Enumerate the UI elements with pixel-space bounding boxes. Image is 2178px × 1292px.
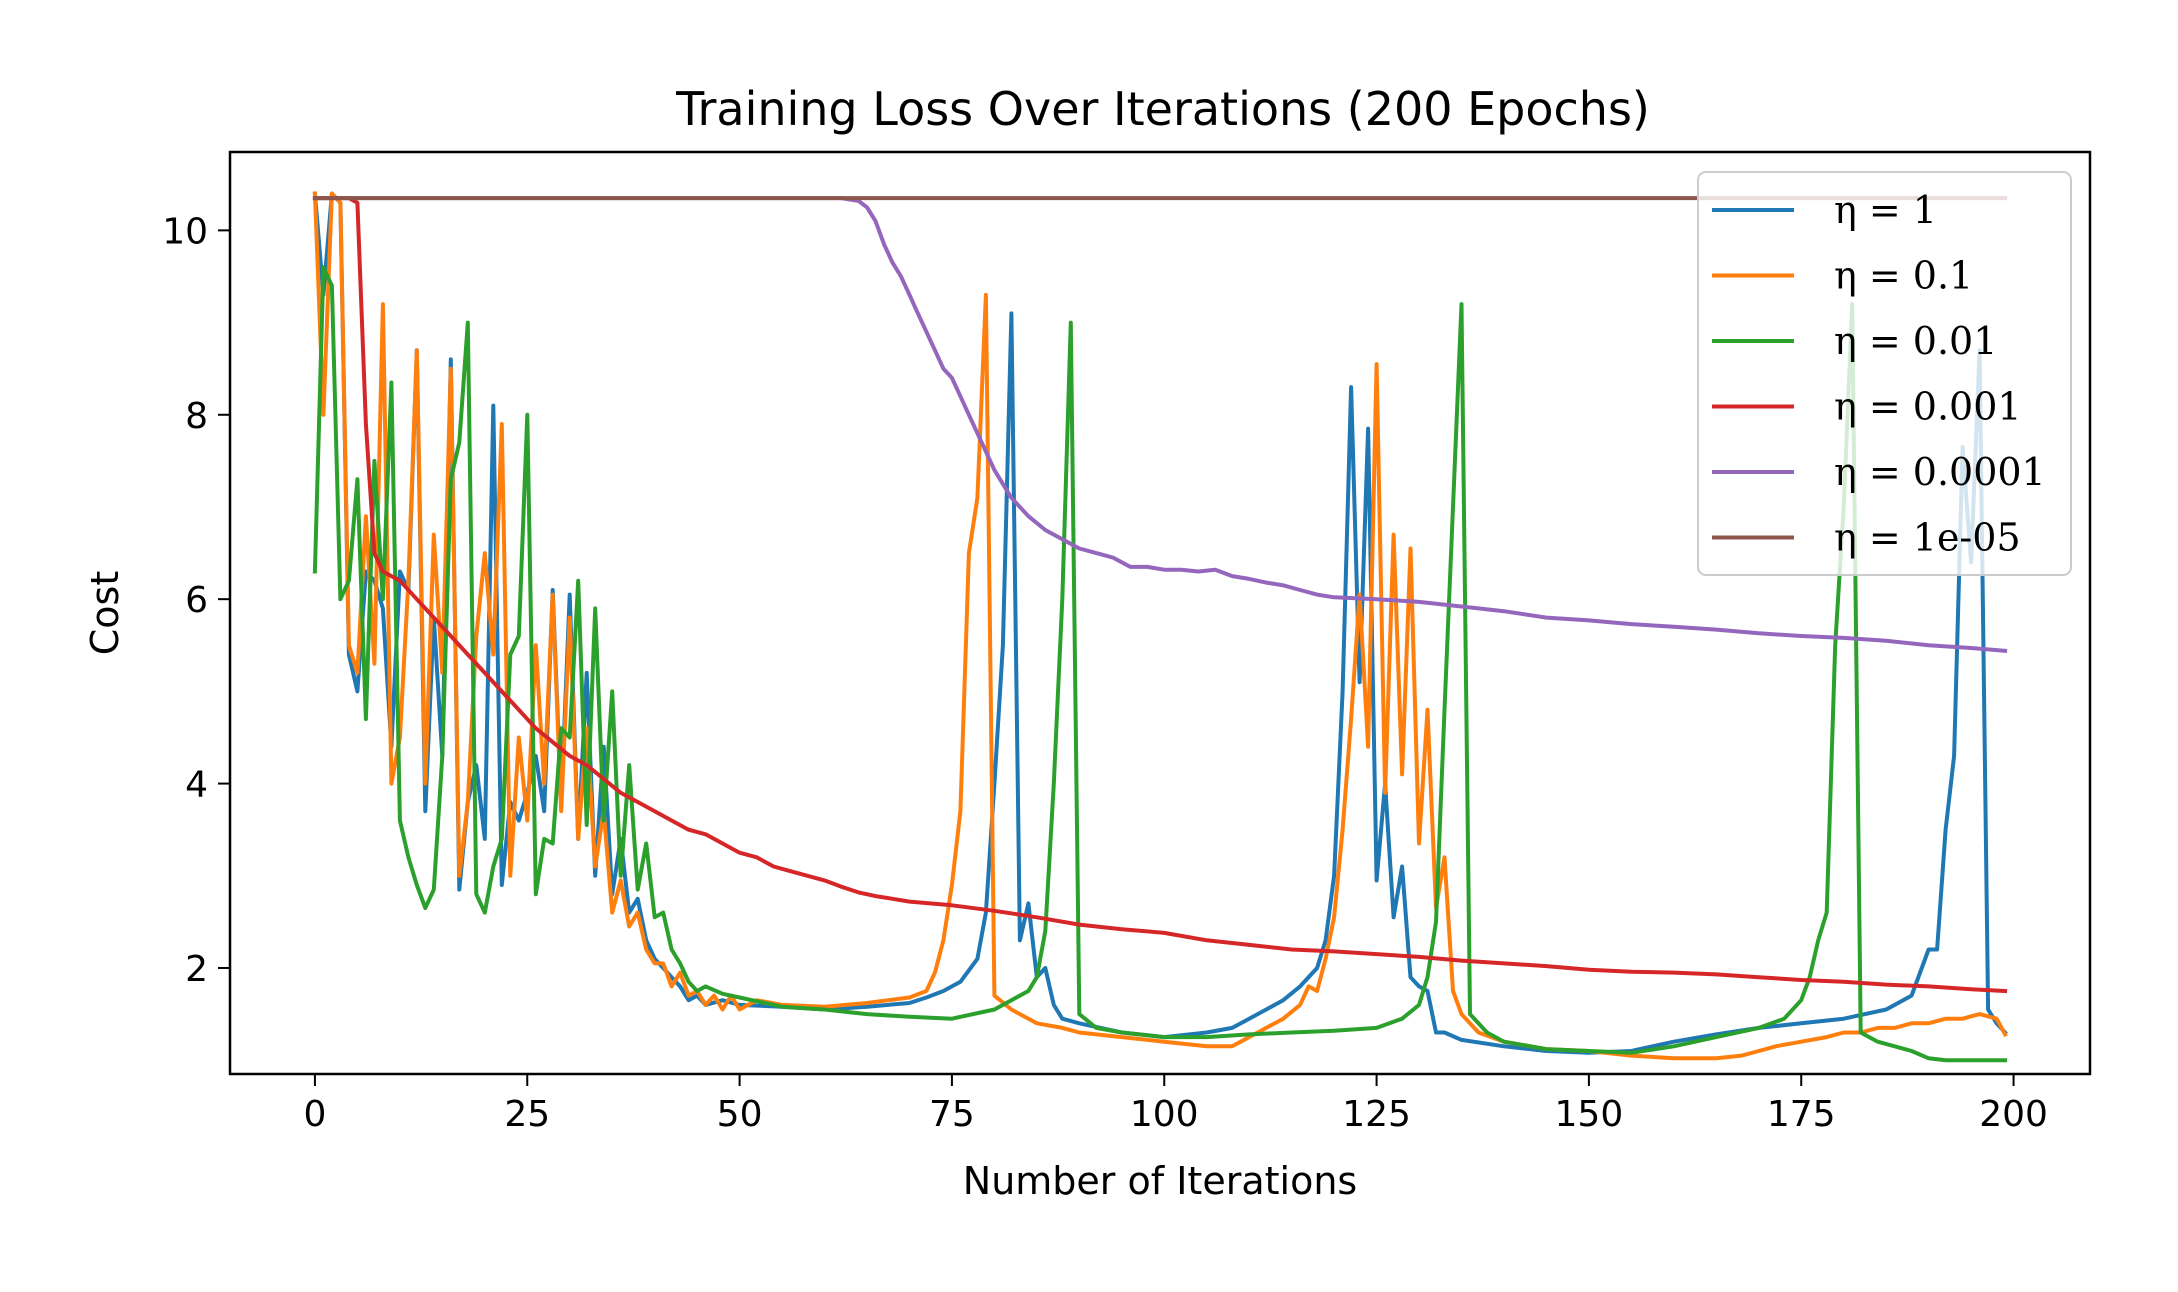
plot-frame [228,150,2092,1076]
legend-label: η = 0.001 [1834,385,2022,429]
legend-label: η = 1e-05 [1834,516,2021,560]
x-tick-label: 175 [1767,1094,1836,1135]
legend-label: η = 1 [1834,188,1937,232]
legend-label: η = 0.0001 [1834,450,2046,494]
x-tick-label: 75 [929,1094,975,1135]
y-axis: 2 4 6 8 10 [162,211,230,990]
x-axis: 0 25 50 75 100 125 150 175 200 [303,1074,2048,1135]
y-tick-label: 4 [185,765,208,806]
x-tick-label: 200 [1979,1094,2048,1135]
y-tick-label: 10 [162,211,208,252]
y-tick-label: 6 [185,580,208,621]
y-tick-label: 2 [185,949,208,990]
x-tick-label: 125 [1342,1094,1411,1135]
x-tick-label: 150 [1555,1094,1624,1135]
series-line-5 [312,196,2008,653]
series-line-3 [312,265,2008,1063]
x-tick-label: 0 [303,1094,326,1135]
series-line-4 [312,196,2008,994]
legend-box [1697,171,2072,576]
x-tick-label: 100 [1130,1094,1199,1135]
legend-label: η = 0.01 [1834,319,1997,363]
y-axis-title: Cost [83,571,127,655]
chart-title: Training Loss Over Iterations (200 Epoch… [675,82,1650,136]
legend: η = 1 η = 0.1 η = 0.01 η = 0.001 η = 0.0001 η… [1697,171,2072,576]
x-tick-label: 25 [504,1094,550,1135]
x-tick-label: 50 [717,1094,763,1135]
legend-label: η = 0.1 [1834,254,1973,298]
y-tick-label: 8 [185,396,208,437]
x-axis-title: Number of Iterations [963,1159,1357,1203]
